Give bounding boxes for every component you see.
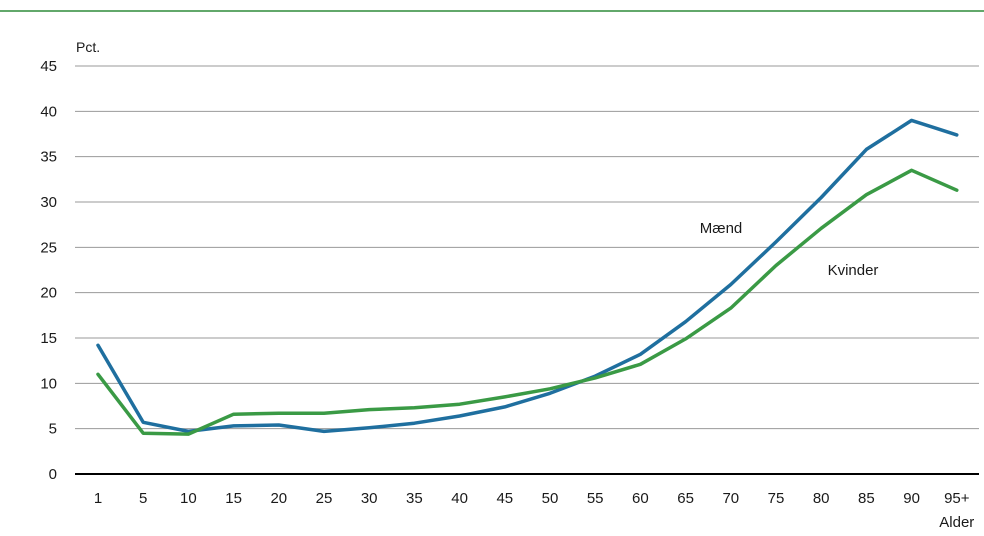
x-tick-90: 90: [903, 490, 920, 507]
series-label-kvinder: Kvinder: [828, 262, 879, 279]
y-tick-0: 0: [49, 466, 57, 483]
x-tick-15: 15: [225, 490, 242, 507]
x-tick-95plus: 95+: [944, 490, 970, 507]
gridlines: [75, 65, 979, 430]
x-axis-unit-label: Alder: [939, 514, 974, 531]
x-tick-80: 80: [813, 490, 830, 507]
x-tick-70: 70: [722, 490, 739, 507]
x-tick-75: 75: [768, 490, 785, 507]
y-tick-40: 40: [40, 103, 57, 120]
x-tick-35: 35: [406, 490, 423, 507]
x-tick-1: 1: [94, 490, 102, 507]
x-tick-10: 10: [180, 490, 197, 507]
y-tick-35: 35: [40, 149, 57, 166]
x-tick-30: 30: [361, 490, 378, 507]
x-tick-labels: 1 5 10 15 20 25 30 35 40 45 50 55 60 65 70 75 80 85 90 95+: [94, 490, 970, 507]
y-tick-labels: 0 5 10 15 20 25 30 35 40 45: [40, 58, 57, 483]
series-line-0: [96, 118, 959, 434]
x-tick-45: 45: [496, 490, 513, 507]
x-tick-60: 60: [632, 490, 649, 507]
x-tick-40: 40: [451, 490, 468, 507]
y-tick-45: 45: [40, 58, 57, 75]
x-tick-55: 55: [587, 490, 604, 507]
x-tick-50: 50: [542, 490, 559, 507]
series-label-maend: Mænd: [700, 220, 743, 237]
x-tick-65: 65: [677, 490, 694, 507]
y-axis-unit-label: Pct.: [76, 39, 100, 55]
y-tick-5: 5: [49, 421, 57, 438]
y-tick-30: 30: [40, 194, 57, 211]
x-tick-20: 20: [270, 490, 287, 507]
series-lines: [96, 118, 959, 436]
y-tick-15: 15: [40, 330, 57, 347]
x-tick-85: 85: [858, 490, 875, 507]
series-line-1: [96, 168, 959, 436]
y-tick-25: 25: [40, 239, 57, 256]
y-tick-10: 10: [40, 375, 57, 392]
x-tick-25: 25: [316, 490, 333, 507]
y-tick-20: 20: [40, 285, 57, 302]
x-tick-5: 5: [139, 490, 147, 507]
